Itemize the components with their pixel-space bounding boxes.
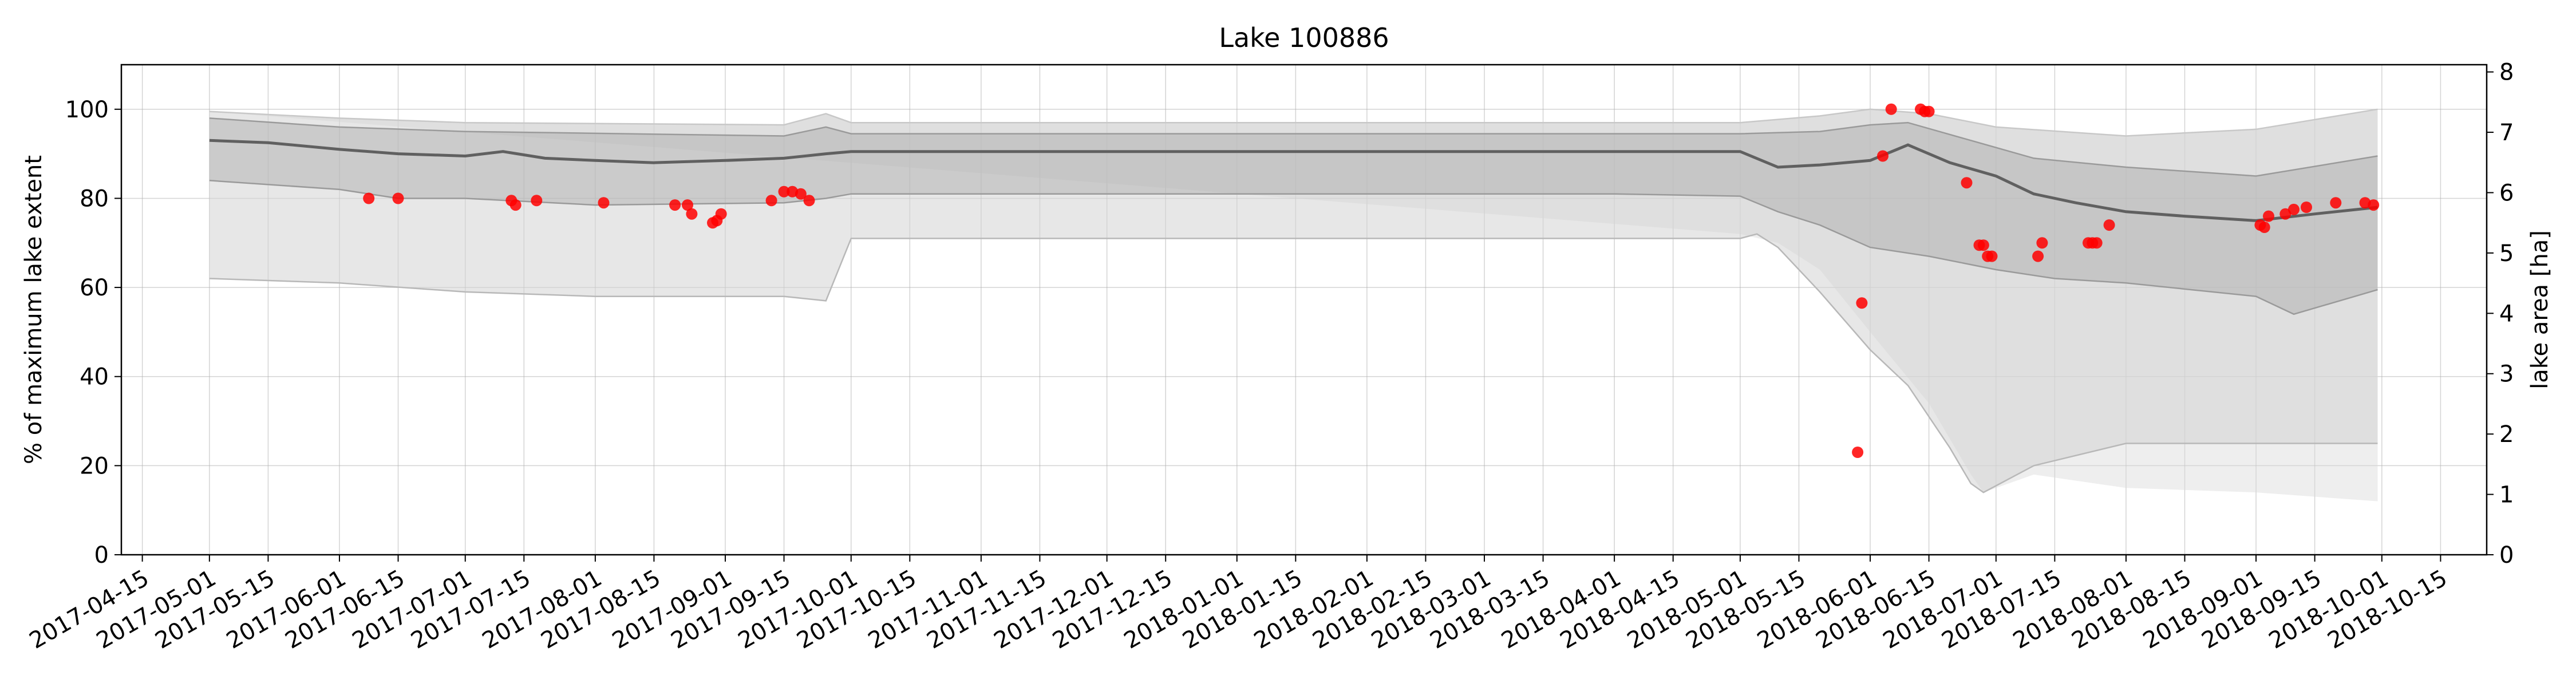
y-left-tick-label: 60 xyxy=(80,275,109,301)
y-axis-right: 0 1 2 3 4 5 6 7 8 xyxy=(2487,60,2514,568)
observation-point xyxy=(1856,297,1868,309)
observation-point xyxy=(682,199,693,211)
y-right-tick-label: 5 xyxy=(2499,240,2514,267)
y-axis-left: 0 20 40 60 80 100 xyxy=(65,97,121,568)
observation-point xyxy=(715,208,727,220)
observation-point xyxy=(795,188,807,200)
observation-point xyxy=(2036,237,2048,249)
median-line xyxy=(209,139,2378,222)
y-right-tick-label: 8 xyxy=(2499,60,2514,86)
observation-point xyxy=(2288,203,2300,215)
y-right-tick-label: 4 xyxy=(2499,301,2514,327)
observation-point xyxy=(363,192,375,204)
observation-point xyxy=(2279,208,2291,220)
observation-point xyxy=(2103,219,2115,231)
observation-point xyxy=(765,195,777,207)
y-right-tick-label: 6 xyxy=(2499,180,2514,206)
observation-point xyxy=(1961,177,1973,189)
observation-point xyxy=(1877,150,1888,162)
observation-point xyxy=(2263,210,2274,222)
y-left-tick-label: 100 xyxy=(65,97,109,123)
band-inner xyxy=(209,118,2378,314)
observation-point xyxy=(1986,250,1998,262)
observation-point xyxy=(509,199,521,211)
chart-title: Lake 100886 xyxy=(1219,22,1389,53)
band-outer xyxy=(209,109,2378,493)
y-right-tick-label: 7 xyxy=(2499,120,2514,146)
observation-point xyxy=(2032,250,2044,262)
observation-point xyxy=(2368,199,2380,211)
band-outer-lower-line xyxy=(209,233,2378,493)
observation-point xyxy=(531,195,543,207)
observation-point xyxy=(686,208,698,220)
observation-point xyxy=(2330,197,2342,209)
observation-point xyxy=(392,192,404,204)
observation-point xyxy=(1852,447,1864,458)
band-outer-upper-line xyxy=(209,108,2378,137)
observation-point xyxy=(778,185,790,198)
y-right-tick-label: 3 xyxy=(2499,361,2514,388)
observation-point xyxy=(803,195,815,207)
y-right-tick-label: 0 xyxy=(2499,542,2514,568)
observation-point xyxy=(1885,103,1897,115)
y-left-tick-label: 80 xyxy=(80,185,109,212)
observation-point xyxy=(2258,222,2270,233)
observation-point xyxy=(2091,237,2103,249)
band-inner-upper-line xyxy=(209,117,2378,177)
y-right-tick-label: 1 xyxy=(2499,482,2514,508)
observation-point xyxy=(2301,202,2312,213)
percentile-bands xyxy=(209,108,2378,502)
observation-point xyxy=(1977,239,1989,251)
observation-point xyxy=(669,199,681,211)
observation-point xyxy=(1923,105,1935,117)
y-left-tick-label: 0 xyxy=(94,542,109,568)
y-axis-right-label: lake area [ha] xyxy=(2527,230,2553,389)
observation-points xyxy=(363,103,2380,458)
y-right-tick-label: 2 xyxy=(2499,421,2514,448)
y-left-tick-label: 20 xyxy=(80,453,109,479)
y-left-tick-label: 40 xyxy=(80,364,109,390)
observation-point xyxy=(598,197,610,209)
band-inner-lower-line xyxy=(209,180,2378,315)
plot-frame xyxy=(120,64,2488,556)
median-layer xyxy=(209,139,2378,222)
y-axis-left-label: % of maximum lake extent xyxy=(21,155,47,464)
